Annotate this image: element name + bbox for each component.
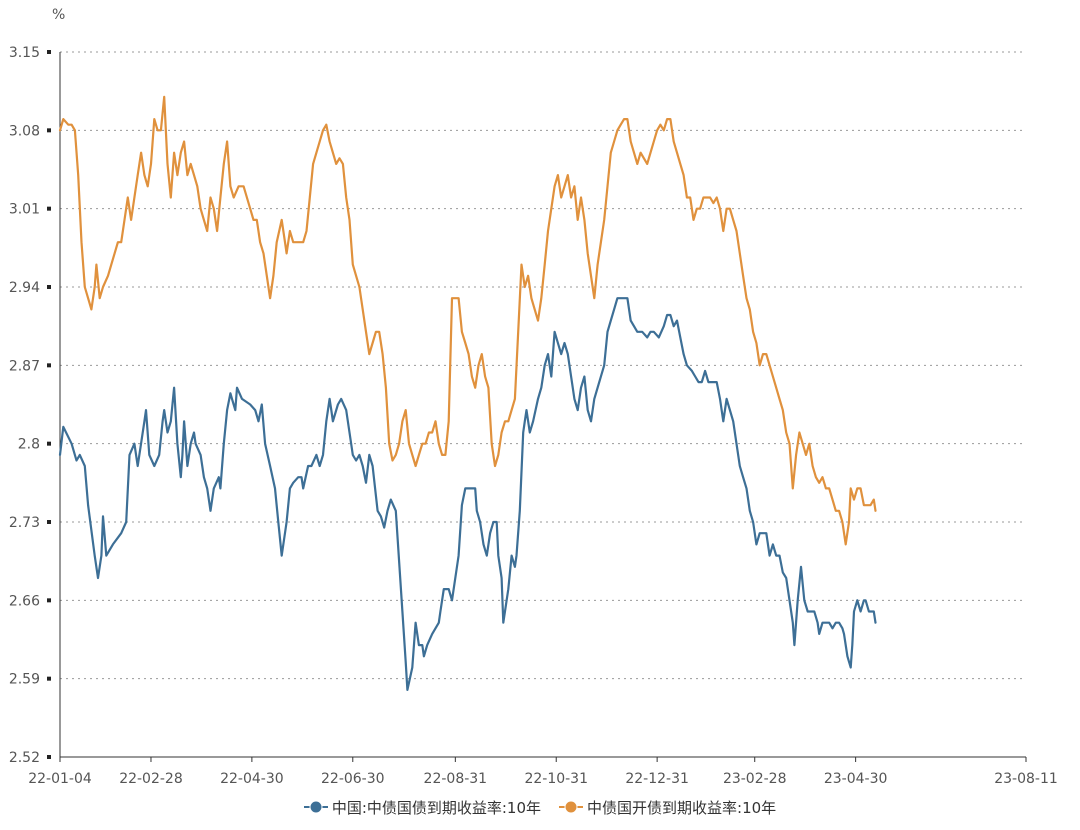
x-tick-label: 23-08-11	[994, 771, 1058, 787]
y-tick-label: 2.87	[9, 358, 40, 374]
y-tick-mark	[47, 520, 51, 524]
y-tick-mark	[47, 441, 51, 446]
y-tick-label: 3.08	[9, 123, 40, 139]
series-lines	[58, 95, 877, 692]
y-tick-label: 2.52	[9, 750, 40, 766]
gridlines	[60, 51, 1026, 680]
y-tick-mark	[47, 50, 51, 54]
x-tick-label: 22-10-31	[524, 771, 588, 787]
y-tick-label: 2.66	[9, 593, 40, 609]
series-points-2	[59, 96, 876, 545]
y-tick-label: 2.8	[18, 437, 40, 453]
x-tick-label: 22-04-30	[220, 771, 284, 787]
x-tick-label: 22-08-31	[424, 771, 488, 787]
y-tick-label: 2.94	[9, 280, 40, 296]
x-tick-label: 22-06-30	[321, 771, 385, 787]
y-tick-mark	[47, 206, 51, 211]
y-tick-label: 3.15	[9, 45, 40, 61]
y-tick-mark	[47, 285, 51, 289]
y-tick-label: 2.59	[9, 672, 40, 688]
y-tick-label: 2.73	[9, 515, 40, 531]
x-tick-label: 23-04-30	[824, 771, 888, 787]
chart-legend[interactable]: 中国:中债国债到期收益率:10年 中债国开债到期收益率:10年	[0, 794, 1080, 820]
y-tick-label: 3.01	[9, 202, 40, 218]
legend-item-1[interactable]: 中国:中债国债到期收益率:10年	[303, 797, 542, 818]
y-tick-mark	[47, 755, 51, 759]
x-tick-label: 22-12-31	[625, 771, 689, 787]
y-tick-mark	[47, 128, 51, 133]
series-points-1	[59, 298, 876, 690]
axes: 3.15 3.08 3.01 2.94 2.87 2.8 2.73 2.66 2.59 2.52 2…	[9, 45, 1058, 787]
x-tick-label: 23-02-28	[723, 771, 787, 787]
legend-label: 中国:中债国债到期收益率:10年	[331, 798, 542, 817]
y-unit-label: %	[52, 7, 65, 23]
series-line-1[interactable]	[58, 297, 877, 692]
series-line-2[interactable]	[58, 95, 877, 546]
y-tick-mark	[47, 598, 51, 603]
x-tick-label: 22-01-04	[28, 771, 92, 787]
legend-marker-icon	[303, 800, 328, 814]
legend-marker-icon	[559, 800, 584, 814]
legend-item-2[interactable]: 中债国开债到期收益率:10年	[559, 797, 776, 818]
y-tick-mark	[47, 676, 51, 681]
legend-label: 中债国开债到期收益率:10年	[587, 798, 777, 817]
y-tick-mark	[47, 363, 51, 368]
x-tick-label: 22-02-28	[119, 771, 183, 787]
